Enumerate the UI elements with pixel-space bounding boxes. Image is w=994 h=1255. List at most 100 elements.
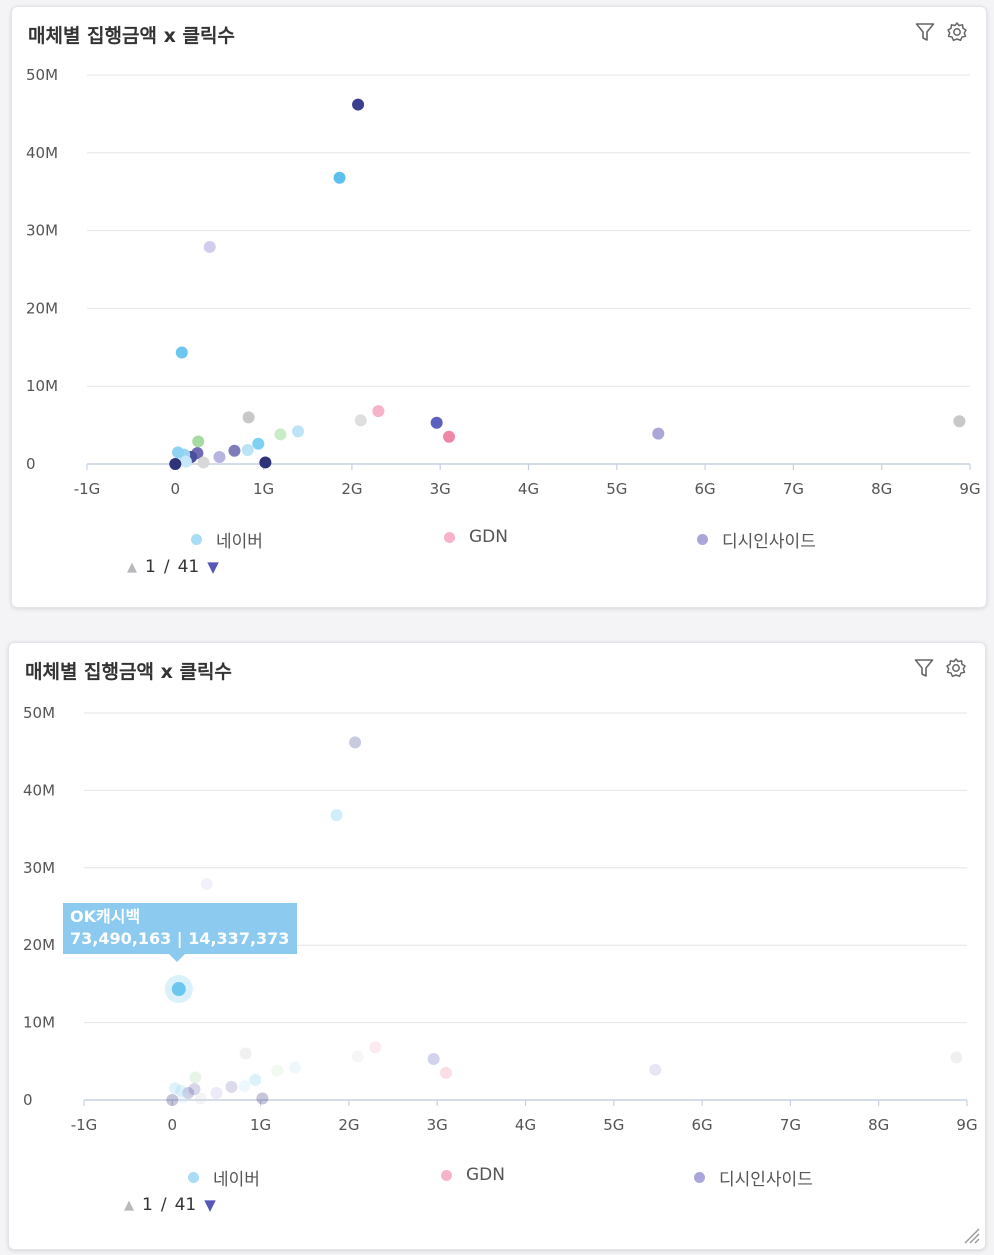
- scatter-point[interactable]: [175, 346, 188, 359]
- page-up-icon[interactable]: ▲: [127, 559, 137, 575]
- scatter-point[interactable]: [259, 456, 272, 469]
- filter-icon[interactable]: [913, 657, 935, 679]
- scatter-point[interactable]: [197, 456, 210, 469]
- legend-item-naver[interactable]: 네이버: [188, 1165, 260, 1190]
- legend-marker: [441, 1169, 452, 1181]
- scatter-point[interactable]: [349, 736, 362, 749]
- filter-icon[interactable]: [914, 21, 936, 43]
- scatter-point[interactable]: [200, 878, 213, 891]
- chart-legend: 네이버 GDN 디시인사이드: [9, 1165, 985, 1195]
- page-up-icon[interactable]: ▲: [124, 1197, 134, 1213]
- scatter-point[interactable]: [372, 405, 385, 418]
- x-tick-label: 0: [171, 480, 181, 498]
- legend-marker: [188, 1172, 199, 1183]
- pager-total: 41: [174, 1195, 197, 1215]
- chart-legend: 네이버 GDN 디시인사이드: [12, 527, 986, 557]
- chart-tooltip: OK캐시백 73,490,163 | 14,337,373: [63, 903, 298, 962]
- scatter-point[interactable]: [203, 240, 216, 253]
- scatter-point[interactable]: [427, 1052, 440, 1065]
- scatter-point[interactable]: [225, 1080, 238, 1093]
- legend-pager: ▲ 1 / 41 ▼: [127, 557, 219, 577]
- scatter-point[interactable]: [228, 444, 241, 457]
- x-tick-label: 6G: [695, 480, 716, 498]
- scatter-point[interactable]: [166, 1094, 179, 1106]
- y-tick-label: 20M: [23, 936, 55, 954]
- legend-item-dcinside[interactable]: 디시인사이드: [697, 527, 816, 552]
- scatter-point[interactable]: [289, 1061, 302, 1074]
- y-tick-label: 40M: [26, 144, 58, 162]
- page-down-icon[interactable]: ▼: [207, 558, 219, 576]
- scatter-point[interactable]: [176, 1091, 189, 1104]
- scatter-point[interactable]: [953, 415, 966, 428]
- scatter-point[interactable]: [652, 427, 665, 440]
- scatter-point[interactable]: [239, 1047, 252, 1060]
- scatter-point[interactable]: [238, 1080, 251, 1093]
- panel-toolbar: [913, 657, 967, 679]
- scatter-point[interactable]: [188, 1083, 201, 1096]
- y-tick-label: 10M: [23, 1014, 55, 1032]
- legend-item-dcinside[interactable]: 디시인사이드: [694, 1165, 813, 1190]
- scatter-point[interactable]: [369, 1041, 382, 1054]
- scatter-point[interactable]: [179, 455, 192, 468]
- scatter-point[interactable]: [171, 982, 186, 997]
- scatter-point[interactable]: [213, 450, 226, 463]
- scatter-point[interactable]: [171, 446, 184, 459]
- scatter-point[interactable]: [950, 1051, 963, 1064]
- legend-label: 디시인사이드: [719, 1170, 813, 1190]
- x-tick-label: 7G: [780, 1116, 801, 1134]
- scatter-point[interactable]: [443, 430, 456, 443]
- x-tick-label: 6G: [692, 1116, 713, 1134]
- gear-icon[interactable]: [945, 657, 967, 679]
- scatter-point[interactable]: [210, 1087, 223, 1100]
- pager-current: 1: [142, 1195, 153, 1215]
- scatter-point[interactable]: [241, 443, 254, 456]
- x-tick-label: 4G: [518, 480, 539, 498]
- x-tick-label: -1G: [74, 480, 101, 498]
- legend-item-naver[interactable]: 네이버: [191, 527, 263, 552]
- y-tick-label: 20M: [26, 299, 58, 317]
- scatter-point[interactable]: [182, 1087, 195, 1100]
- x-tick-label: 8G: [871, 480, 892, 498]
- resize-grip-icon[interactable]: [959, 1223, 981, 1245]
- gear-icon[interactable]: [946, 21, 968, 43]
- scatter-chart: 0 10M 20M 30M 40M 50M -1G 0 1G 2G 3G 4G 5G 6G 7G 8G 9G: [26, 66, 981, 498]
- legend-item-gdn[interactable]: GDN: [444, 527, 508, 547]
- x-tick-label: 0: [168, 1116, 178, 1134]
- legend-marker: [191, 534, 202, 545]
- y-tick-label: 10M: [26, 377, 58, 395]
- scatter-point[interactable]: [256, 1092, 269, 1105]
- scatter-point[interactable]: [440, 1066, 453, 1079]
- y-tick-label: 0: [23, 1091, 33, 1109]
- scatter-point[interactable]: [292, 425, 305, 438]
- scatter-point[interactable]: [249, 1073, 262, 1086]
- legend-label: GDN: [466, 1165, 505, 1185]
- pager-separator: /: [160, 1195, 167, 1215]
- scatter-point[interactable]: [192, 435, 205, 448]
- scatter-point[interactable]: [354, 414, 367, 427]
- scatter-point[interactable]: [649, 1063, 662, 1076]
- scatter-point[interactable]: [352, 98, 365, 111]
- scatter-point[interactable]: [274, 428, 287, 441]
- page-down-icon[interactable]: ▼: [204, 1196, 216, 1214]
- scatter-point[interactable]: [252, 437, 265, 450]
- scatter-point[interactable]: [330, 809, 343, 822]
- scatter-point[interactable]: [271, 1064, 284, 1077]
- x-tick-label: 9G: [956, 1116, 977, 1134]
- scatter-point[interactable]: [175, 1084, 188, 1097]
- scatter-point[interactable]: [194, 1092, 207, 1105]
- x-tick-label: 3G: [427, 1116, 448, 1134]
- y-tick-label: 50M: [26, 66, 58, 84]
- scatter-point[interactable]: [351, 1050, 364, 1063]
- scatter-point[interactable]: [168, 1082, 181, 1095]
- legend-item-gdn[interactable]: GDN: [441, 1165, 505, 1185]
- scatter-point[interactable]: [333, 171, 346, 184]
- x-tick-label: 1G: [250, 1116, 271, 1134]
- legend-marker: [444, 531, 455, 543]
- scatter-point[interactable]: [242, 411, 255, 424]
- legend-marker: [697, 534, 708, 545]
- chart-panel-2: 매체별 집행금액 x 클릭수 0 10M 20M 30M 40M 50M -1G 0 1G 2G 3…: [8, 642, 986, 1250]
- scatter-point[interactable]: [169, 458, 182, 470]
- tooltip-title: OK캐시백: [70, 907, 141, 926]
- scatter-point[interactable]: [189, 1071, 202, 1084]
- scatter-point[interactable]: [430, 416, 443, 429]
